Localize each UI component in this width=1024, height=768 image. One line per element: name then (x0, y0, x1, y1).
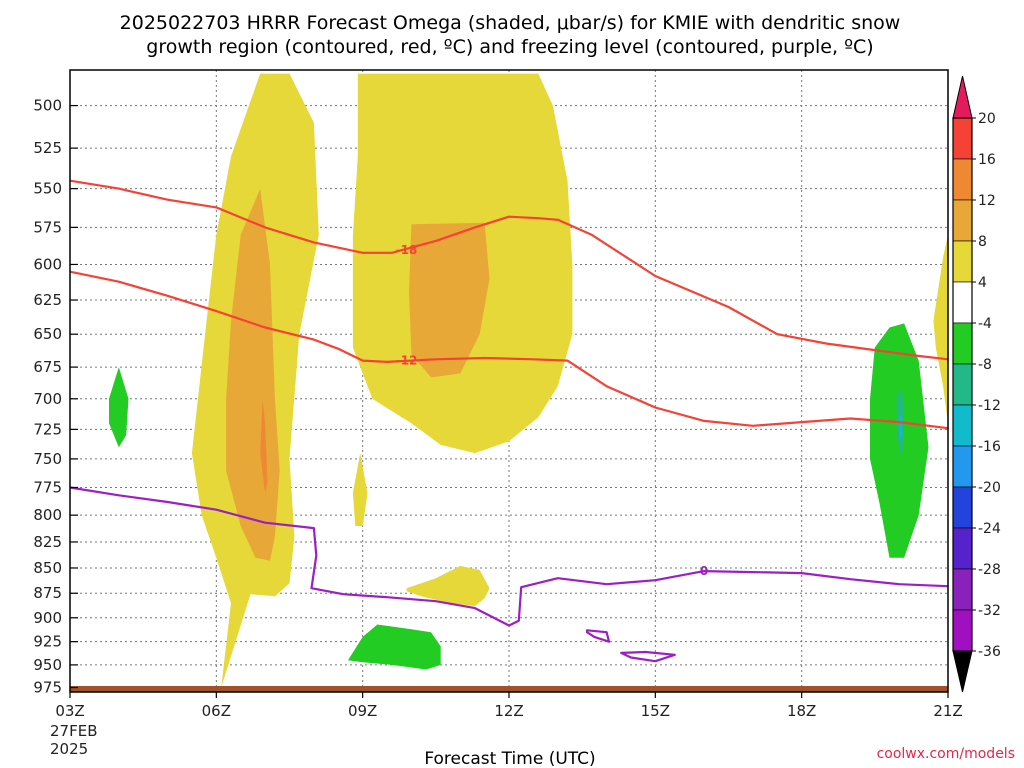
colorbar-tick-label: 12 (978, 193, 996, 209)
colorbar-swatch (952, 240, 973, 283)
colorbar-tick-label: -8 (978, 357, 992, 373)
colorbar-swatch (952, 609, 973, 652)
colorbar-swatch (952, 281, 973, 324)
freezing-level-contour (620, 650, 676, 663)
x-date-line-1: 27FEB (50, 722, 97, 740)
y-tick-label: 525 (33, 139, 62, 157)
y-tick-label: 750 (33, 450, 62, 468)
y-tick-label: 825 (33, 533, 62, 551)
omega-region (352, 453, 368, 526)
omega-region (260, 398, 268, 494)
ground-band (70, 686, 948, 692)
y-tick-label: 925 (33, 633, 62, 651)
y-tick-label: 550 (33, 180, 62, 198)
colorbar-swatch (952, 568, 973, 611)
y-tick-label: 800 (33, 506, 62, 524)
colorbar-tick-label: -16 (978, 439, 1001, 455)
x-tick-label: 12Z (494, 702, 523, 720)
colorbar-swatch (952, 486, 973, 529)
y-tick-label: 850 (33, 559, 62, 577)
x-axis-title: Forecast Time (UTC) (424, 749, 595, 768)
y-tick-label: 975 (33, 679, 62, 697)
dendritic-contour (69, 270, 949, 430)
omega-region (899, 413, 903, 442)
freezing-level-contour (69, 486, 949, 627)
omega-region (348, 624, 441, 670)
omega-region (409, 222, 490, 378)
y-tick-label: 950 (33, 656, 62, 674)
colorbar-swatch (952, 117, 973, 160)
colorbar-tick-label: -32 (978, 603, 1001, 619)
freezing-level-contour (585, 629, 611, 643)
dendritic-contour (69, 179, 949, 361)
colorbar-swatch (952, 527, 973, 570)
colorbar-tick-label: -28 (978, 562, 1001, 578)
axis-layer: 500 525 550 575 600 625 650 675 700 725 750 775 800 8… (33, 97, 962, 720)
colorbar-swatch (952, 199, 973, 242)
colorbar-tick-label: -24 (978, 521, 1001, 537)
terrain-band (70, 686, 948, 692)
y-tick-label: 575 (33, 218, 62, 236)
contour-label: -18 (396, 243, 418, 257)
colorbar-tick-label: -20 (978, 480, 1001, 496)
x-tick-label: 09Z (348, 702, 377, 720)
colorbar-tick-label: -36 (978, 644, 1001, 660)
colorbar-swatch (952, 363, 973, 406)
y-tick-label: 900 (33, 609, 62, 627)
y-tick-label: 875 (33, 584, 62, 602)
x-tick-label: 03Z (55, 702, 84, 720)
colorbar-bottom-arrow (952, 650, 973, 693)
colorbar-tick-label: 20 (978, 111, 996, 127)
x-date-line-2: 2025 (50, 740, 88, 758)
contour-label: -12 (396, 354, 418, 368)
colorbar-top-arrow (952, 75, 973, 119)
colorbar-tick-label: -4 (978, 316, 992, 332)
y-tick-label: 650 (33, 325, 62, 343)
colorbar-tick-label: 16 (978, 152, 996, 168)
chart-title-line-1: 2025022703 HRRR Forecast Omega (shaded, … (120, 12, 901, 34)
x-tick-label: 06Z (202, 702, 231, 720)
y-tick-label: 500 (33, 97, 62, 115)
omega-region (406, 565, 490, 607)
x-tick-label: 18Z (787, 702, 816, 720)
colorbar-swatch (952, 445, 973, 488)
contour-label: 0 (700, 564, 708, 578)
colorbar-frame (952, 117, 973, 652)
colorbar: 20 16 12 8 4 -4 -8 -12 -16 -20 -24 -28 -32 -36 (952, 75, 1001, 693)
credit-link[interactable]: coolwx.com/models (877, 746, 1015, 762)
colorbar-tick-label: 4 (978, 275, 987, 291)
colorbar-swatch (952, 404, 973, 447)
x-tick-label: 21Z (933, 702, 962, 720)
y-tick-label: 700 (33, 390, 62, 408)
colorbar-swatch (952, 158, 973, 201)
colorbar-swatch (952, 322, 973, 365)
omega-shading (109, 73, 948, 688)
y-tick-label: 675 (33, 358, 62, 376)
colorbar-tick-label: 8 (978, 234, 987, 250)
x-tick-label: 15Z (641, 702, 670, 720)
y-tick-label: 600 (33, 255, 62, 273)
y-tick-label: 625 (33, 291, 62, 309)
omega-region (933, 234, 948, 424)
y-tick-label: 775 (33, 478, 62, 496)
colorbar-tick-label: -12 (978, 398, 1001, 414)
chart-title-line-2: growth region (contoured, red, ºC) and f… (146, 36, 873, 58)
contour-layer: -18 -12 0 (69, 179, 949, 663)
omega-region (109, 367, 129, 448)
y-tick-label: 725 (33, 420, 62, 438)
